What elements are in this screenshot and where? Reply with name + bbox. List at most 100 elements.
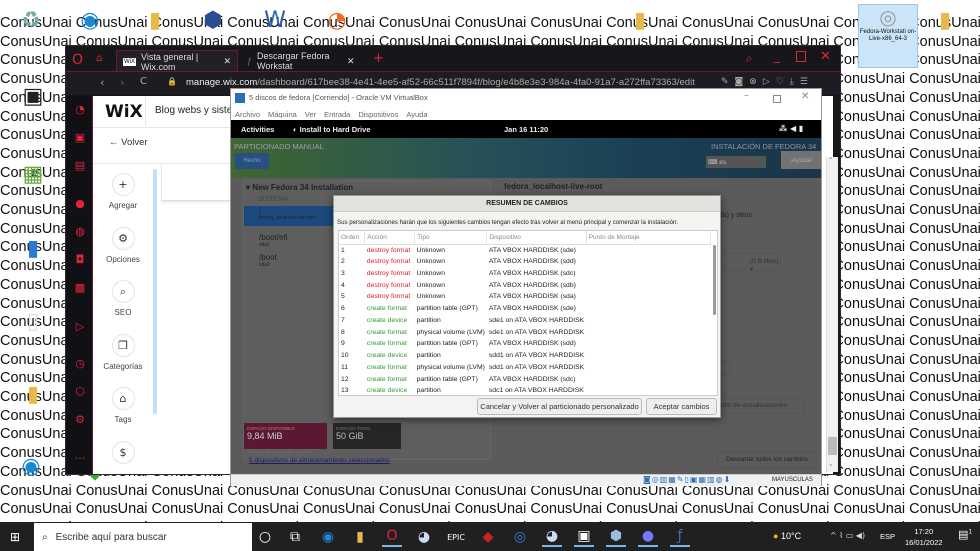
sidebar-scrollbar[interactable] xyxy=(153,169,157,414)
table-row[interactable]: 5 destroy format Unknown ATA VBOX HARDDISK … xyxy=(339,291,711,303)
cancel-button[interactable]: Cancelar y Volver al particionado person… xyxy=(477,398,642,415)
url-field[interactable]: manage.wix.com/dashboard/617bee38-4e41-4… xyxy=(186,77,695,88)
reload-icon[interactable]: C xyxy=(140,76,147,87)
table-scrollbar[interactable] xyxy=(713,245,716,315)
app-icon[interactable]: ▣ xyxy=(22,83,44,109)
table-row[interactable]: 12 create format partition table (GPT) ATA … xyxy=(339,373,711,385)
discard-all-button[interactable]: Descartar todos los cambios xyxy=(717,451,817,468)
table-row[interactable]: 2 destroy format Unknown ATA VBOX HARDDISK … xyxy=(339,256,711,268)
close-button[interactable]: ✕ xyxy=(820,49,831,64)
search-tabs-icon[interactable]: ⌕ xyxy=(746,51,753,65)
shopping-icon[interactable]: ▣ xyxy=(74,131,86,144)
table-row[interactable]: 6 create format partition table (GPT) ATA V… xyxy=(339,303,711,315)
minimize-button[interactable]: _ xyxy=(774,49,780,63)
wix-logo[interactable]: WiX xyxy=(105,102,143,122)
fedora-taskbar-icon[interactable]: ƒ xyxy=(670,527,690,547)
app-taskbar-icon[interactable]: ◎ xyxy=(513,529,527,545)
virtualbox-icon[interactable]: ⬢ xyxy=(203,7,223,33)
changes-table[interactable]: Orden Acción Tipo Dispositivo Punto de Monta… xyxy=(338,230,718,396)
table-row[interactable]: 13 create device partition sdc1 on ATA VBOX… xyxy=(339,385,711,395)
messenger-icon[interactable]: ● xyxy=(75,197,85,210)
tool-agregar[interactable]: + Agregar xyxy=(93,173,153,210)
app-icon[interactable]: ▦ xyxy=(22,161,44,187)
mount-point-item[interactable]: /boot/efi sda1 xyxy=(244,233,490,252)
app-menu[interactable]: ◐ Install to Hard Drive xyxy=(293,125,371,134)
file-icon[interactable]: ▯ xyxy=(26,308,40,334)
mount-point-item[interactable]: /boot sda2 xyxy=(244,253,490,272)
virtualbox-taskbar-icon[interactable]: ⬢ xyxy=(606,527,626,547)
folder-icon[interactable]: ▮ xyxy=(633,7,647,33)
settings-icon[interactable]: ⚙ xyxy=(75,413,85,426)
system-tray-icons[interactable]: ⁂ ◀ ▮ xyxy=(779,124,804,133)
maximize-button[interactable] xyxy=(773,95,781,103)
table-row[interactable]: 8 create format physical volume (LVM) sde1 … xyxy=(339,326,711,338)
table-row[interactable]: 4 destroy format Unknown ATA VBOX HARDDISK … xyxy=(339,279,711,291)
twitch-icon[interactable]: ▤ xyxy=(74,159,86,172)
table-row[interactable]: 9 create format partition table (GPT) ATA V… xyxy=(339,338,711,350)
column-header[interactable]: Tipo xyxy=(414,231,488,244)
edge-icon[interactable]: ◉ xyxy=(21,453,41,479)
tool-tags[interactable]: ⌂ Tags xyxy=(93,387,153,424)
edge-taskbar-icon[interactable]: ◉ xyxy=(321,529,335,545)
explorer-taskbar-icon[interactable]: ▮ xyxy=(356,529,364,545)
tool-monetize[interactable]: $ xyxy=(93,440,153,469)
epic-games-taskbar-icon[interactable]: EPIC xyxy=(447,532,465,542)
table-row[interactable]: 11 create format physical volume (LVM) sdd1… xyxy=(339,362,711,374)
steam-taskbar-icon[interactable]: ◕ xyxy=(417,529,431,545)
selected-desktop-icon[interactable]: ◎ Fedora-Workstati on-Live-x86_64-3 xyxy=(858,4,918,68)
task-view-icon[interactable]: ⧉ xyxy=(290,529,300,545)
table-row[interactable]: 3 destroy format Unknown ATA VBOX HARDDISK … xyxy=(339,268,711,280)
column-header[interactable]: Acción xyxy=(364,231,416,244)
speed-dial-icon[interactable]: ◔ xyxy=(75,103,85,116)
tool-categorías[interactable]: ❐ Categorías xyxy=(93,333,153,371)
menu-item[interactable]: Máquina xyxy=(268,110,297,119)
back-icon[interactable]: ‹ xyxy=(100,76,105,89)
close-button[interactable]: ✕ xyxy=(801,91,810,102)
menu-item[interactable]: Dispositivos xyxy=(358,110,399,119)
app2-taskbar-icon[interactable]: ▣ xyxy=(574,527,594,547)
app-icon[interactable]: ▮ xyxy=(26,235,40,261)
new-tab-button[interactable]: + xyxy=(373,51,384,66)
folder-icon[interactable]: ▮ xyxy=(938,7,952,33)
table-row[interactable]: 7 create device partition sde1 on ATA VBOX … xyxy=(339,315,711,327)
game-taskbar-icon[interactable]: ◆ xyxy=(482,529,494,545)
whatsapp-icon[interactable]: ◍ xyxy=(75,225,85,238)
activities-button[interactable]: Activities xyxy=(241,125,275,134)
language-indicator[interactable]: ESP xyxy=(880,532,896,541)
maximize-button[interactable] xyxy=(796,51,806,62)
update-settings-button[interactable]: uración de actualizaciones xyxy=(707,398,805,414)
history-icon[interactable]: ◷ xyxy=(75,357,85,370)
site-name[interactable]: Blog webs y sister xyxy=(155,105,236,116)
menu-item[interactable]: Entrada xyxy=(324,110,351,119)
player-icon[interactable]: ▷ xyxy=(75,320,85,333)
back-button[interactable]: ← Volver xyxy=(109,137,148,148)
tool-opciones[interactable]: ⚙ Opciones xyxy=(93,226,153,264)
start-button[interactable]: ⊞ xyxy=(10,530,21,544)
menu-item[interactable]: Ver xyxy=(304,110,317,119)
folder-icon[interactable]: ▮ xyxy=(26,381,40,407)
tab-wix[interactable]: WiX Vista general | Wix.com ✕ xyxy=(116,50,238,72)
close-tab-icon[interactable]: ✕ xyxy=(347,55,355,66)
forward-icon[interactable]: › xyxy=(120,76,125,89)
column-header[interactable]: Dispositivo xyxy=(486,231,587,244)
folder-icon[interactable]: ▮ xyxy=(148,7,162,33)
help-button[interactable]: ¡Ayuda! xyxy=(781,151,821,169)
table-row[interactable]: 1 destroy format Unknown ATA VBOX HARDDISK … xyxy=(339,244,711,256)
cortana-icon[interactable]: ○ xyxy=(258,529,272,545)
column-header[interactable]: Punto de Montaje xyxy=(586,231,712,244)
minimize-button[interactable]: – xyxy=(744,90,749,101)
status-icons[interactable]: ◙◎▥▦✎▯▣▦▥◍⬇ xyxy=(643,475,732,484)
menu-item[interactable]: Ayuda xyxy=(406,110,428,119)
storage-devices-link[interactable]: 5 dispositivos de almacenamiento selecci… xyxy=(249,457,390,464)
edge-icon[interactable]: ◉ xyxy=(80,7,100,33)
accept-changes-button[interactable]: Aceptar cambios xyxy=(646,398,717,415)
clock[interactable]: 17:20 16/01/2022 xyxy=(905,526,943,548)
close-tab-icon[interactable]: ✕ xyxy=(223,56,231,66)
opera-logo-icon[interactable]: O xyxy=(72,52,84,68)
opera-taskbar-icon[interactable]: O xyxy=(382,527,402,547)
menu-item[interactable]: Archivo xyxy=(235,110,261,119)
origin-icon[interactable]: ◔ xyxy=(327,7,347,33)
clock[interactable]: Jan 16 11:20 xyxy=(504,125,549,134)
notifications-icon[interactable]: ▤1 xyxy=(958,528,973,541)
more-icon[interactable]: … xyxy=(74,449,86,462)
